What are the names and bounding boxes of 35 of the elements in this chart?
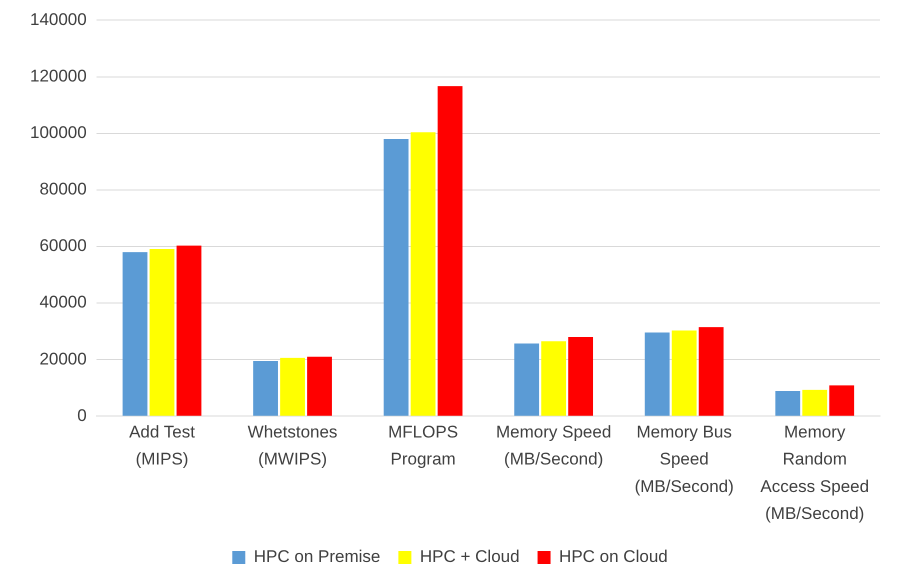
legend-label: HPC on Cloud	[559, 547, 668, 566]
bar	[384, 139, 409, 416]
bar	[410, 132, 436, 416]
y-tick-label: 40000	[39, 292, 87, 312]
x-tick-label: Whetstones (MWIPS)	[248, 422, 338, 469]
x-tick-label: Memory Random Access Speed (MB/Second)	[760, 422, 870, 524]
bar	[280, 358, 305, 416]
y-tick-label: 60000	[39, 236, 87, 256]
bar	[775, 391, 800, 416]
y-tick-label: 120000	[30, 66, 87, 86]
y-tick-label: 80000	[39, 180, 87, 199]
x-tick-label: Memory Bus Speed (MB/Second)	[634, 422, 734, 496]
bar	[438, 86, 462, 416]
bar	[150, 249, 174, 416]
bar	[698, 327, 724, 416]
bar	[307, 356, 332, 416]
x-tick-label: Memory Speed (MB/Second)	[496, 422, 612, 469]
legend-label: HPC + Cloud	[420, 547, 520, 566]
y-tick-label: 100000	[30, 123, 87, 142]
bar	[253, 361, 278, 416]
x-tick-label: MFLOPS Program	[388, 422, 458, 469]
bar	[672, 330, 697, 416]
bar	[802, 390, 828, 416]
bar	[829, 385, 854, 416]
bar	[122, 252, 148, 416]
bar	[176, 246, 202, 416]
x-tick-label: Add Test (MIPS)	[129, 422, 196, 469]
legend-label: HPC on Premise	[254, 547, 380, 566]
bar	[514, 344, 540, 416]
y-tick-label: 140000	[30, 10, 87, 29]
bar	[568, 337, 594, 416]
y-tick-label: 0	[77, 406, 87, 425]
y-tick-label: 20000	[39, 349, 87, 368]
bar	[644, 332, 670, 416]
bar	[541, 341, 566, 416]
